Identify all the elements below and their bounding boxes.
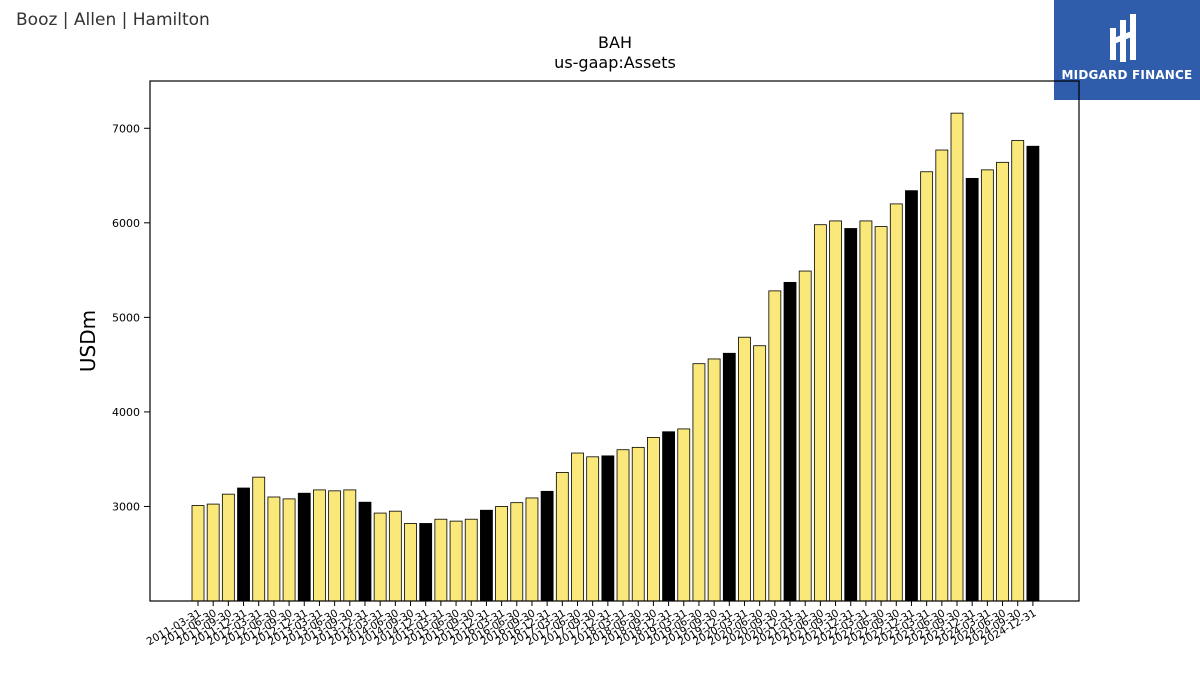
bar-2011-03-31 [191, 505, 205, 602]
bar-2021-06-30 [813, 224, 827, 602]
bar-2022-06-30 [874, 226, 888, 602]
bar-2024-12-31 [1026, 145, 1040, 602]
y-tick-label: 6000 [112, 217, 140, 230]
bar-2020-03-31 [738, 336, 751, 602]
bar-2017-06-30 [571, 452, 584, 602]
bar-2017-09-30 [586, 456, 600, 602]
bar-2024-09-30 [1011, 140, 1025, 602]
bar-2012-06-30 [267, 496, 281, 602]
bar-2018-06-30 [631, 446, 645, 602]
bar-2016-03-31 [495, 506, 509, 602]
plot-frame [149, 80, 1080, 602]
bar-2019-03-31 [677, 428, 691, 602]
chart-subtitle: us-gaap:Assets [554, 53, 676, 72]
bar-2016-06-30 [510, 502, 524, 602]
bar-2016-09-30 [525, 497, 539, 602]
bar-2014-09-30 [404, 523, 417, 602]
brand-wordmark: Booz | Allen | Hamilton [16, 10, 210, 30]
bar-2015-03-31 [434, 518, 448, 602]
bar-2023-09-30 [950, 112, 964, 602]
bar-2011-06-30 [206, 503, 220, 602]
bar-2024-06-30 [996, 161, 1009, 602]
bar-2015-06-30 [449, 520, 463, 602]
bar-2024-03-31 [980, 169, 994, 602]
bar-2012-09-30 [282, 498, 296, 602]
bar-2014-03-31 [373, 512, 387, 602]
bar-2023-06-30 [935, 149, 949, 602]
bar-2018-12-31 [662, 431, 675, 602]
midgard-finance-logo: MIDGARD FINANCE [1054, 0, 1200, 100]
bar-2011-09-30 [221, 493, 235, 602]
bar-2017-12-31 [601, 455, 615, 602]
bar-2020-06-30 [753, 345, 767, 602]
x-axis-ticks: 2011-03-312011-06-302011-09-302011-12-31… [145, 601, 1038, 648]
bar-2015-09-30 [464, 518, 478, 602]
bars-group [191, 112, 1040, 602]
bar-2013-06-30 [328, 490, 342, 602]
y-tick-label: 4000 [112, 406, 140, 419]
bar-2021-09-30 [829, 220, 842, 602]
logo-text: MIDGARD FINANCE [1061, 68, 1193, 82]
bar-2012-03-31 [252, 476, 266, 602]
bar-2023-03-31 [920, 171, 934, 602]
bar-2022-12-31 [905, 190, 918, 602]
logo-mark-icon [1110, 14, 1136, 62]
bar-2019-12-31 [722, 352, 736, 602]
bar-2013-03-31 [313, 489, 326, 602]
bar-2015-12-31 [480, 509, 493, 602]
y-axis-ticks: 3000 4000 5000 6000 7000 [112, 122, 150, 513]
bar-2021-03-31 [798, 270, 812, 602]
bar-2014-06-30 [388, 510, 402, 602]
y-tick-label: 7000 [112, 122, 140, 135]
bar-2013-09-30 [343, 489, 357, 602]
y-tick-label: 5000 [112, 311, 140, 324]
y-tick-label: 3000 [112, 500, 140, 513]
bar-2014-12-31 [419, 523, 433, 602]
bar-2023-12-31 [965, 177, 979, 602]
bar-2020-09-30 [768, 290, 782, 602]
y-axis-label: USDm [76, 310, 100, 372]
bar-2022-03-31 [859, 220, 873, 602]
bar-2016-12-31 [540, 490, 554, 602]
bar-2020-12-31 [783, 281, 797, 602]
bar-2019-06-30 [692, 363, 706, 602]
chart-title: BAH [598, 33, 632, 52]
bar-2019-09-30 [707, 358, 721, 602]
bar-2011-12-31 [237, 487, 250, 602]
bar-2018-09-30 [647, 437, 660, 602]
bar-2018-03-31 [616, 449, 630, 602]
bar-2017-03-31 [555, 472, 569, 602]
bar-2012-12-31 [297, 492, 311, 602]
bar-2013-12-31 [358, 501, 372, 602]
bar-2021-12-31 [844, 228, 858, 602]
bar-2022-09-30 [889, 203, 903, 602]
